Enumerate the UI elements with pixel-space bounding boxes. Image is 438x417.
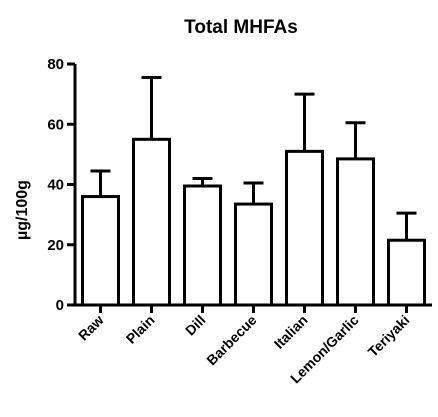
bar-plain (132, 137, 171, 307)
bar-barbecue (234, 202, 273, 307)
y-tick-label: 0 (56, 297, 64, 314)
bar-lemon-garlic (336, 157, 375, 307)
x-tick-label: Plain (123, 312, 158, 347)
x-tick-label: Dill (182, 312, 209, 339)
chart-title: Total MHFAs (184, 17, 298, 38)
bar-teriyaki (387, 238, 426, 307)
x-tick-label: Barbecue (203, 312, 260, 369)
y-tick-label: 80 (47, 56, 64, 73)
y-tick-label: 20 (47, 237, 64, 254)
bar-dill (183, 184, 222, 307)
y-tick-label: 40 (47, 177, 64, 194)
x-tick-label: Italian (271, 312, 311, 352)
bar-raw (81, 195, 120, 307)
y-axis-label: µg/100g (14, 180, 31, 240)
x-tick-label: Teriyaki (365, 312, 413, 360)
bar-italian (285, 149, 324, 307)
x-tick-label: Raw (75, 312, 107, 344)
y-tick-label: 60 (47, 116, 64, 133)
